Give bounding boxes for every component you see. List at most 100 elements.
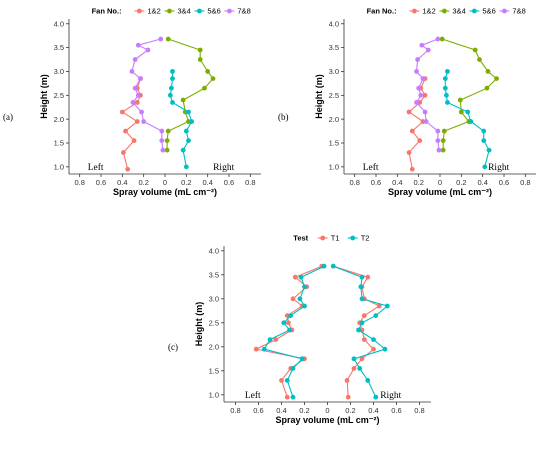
data-point <box>284 394 290 400</box>
y-tick-label: 4.0 <box>209 246 219 255</box>
data-point <box>444 92 449 98</box>
x-tick-label: 0.2 <box>413 178 423 187</box>
data-point <box>261 346 267 352</box>
data-point <box>210 76 216 82</box>
data-point <box>302 284 307 290</box>
x-tick-label: 0.4 <box>392 178 402 187</box>
panel-c: 1.0 1.5 2.0 2.5 3.0 3.5 4.0 0.8 0.6 0.4 0.2 0 0.2 0.4… <box>168 234 431 425</box>
data-point <box>132 57 138 62</box>
data-point <box>131 138 137 144</box>
data-point <box>494 76 499 82</box>
data-point <box>420 76 426 82</box>
x-tick-label: 0.6 <box>391 406 401 415</box>
legend-label: 5&6 <box>207 7 220 16</box>
panel-tag: (c) <box>168 342 178 352</box>
data-point <box>384 303 390 309</box>
legend-title: Fan No.: <box>367 7 397 16</box>
x-tick-label: 0.2 <box>456 178 466 187</box>
data-point <box>123 128 128 134</box>
data-point <box>135 92 141 98</box>
data-point <box>351 366 357 371</box>
series-7&8 <box>414 36 442 153</box>
data-point <box>164 138 170 144</box>
series-1&2 <box>119 76 143 172</box>
data-point <box>183 164 189 170</box>
series-T1 <box>330 263 382 400</box>
data-point <box>344 378 350 383</box>
legend-key-point <box>167 8 172 14</box>
x-tick-label: 0 <box>325 406 329 415</box>
y-tick-label: 1.0 <box>54 162 64 171</box>
data-point <box>445 100 450 105</box>
data-point <box>197 47 203 53</box>
data-point <box>373 394 379 400</box>
y-axis-title: Height (m) <box>314 74 324 119</box>
data-point <box>373 313 379 318</box>
data-point <box>376 303 382 309</box>
y-tick-label: 1.5 <box>54 139 64 148</box>
legend-label: T1 <box>331 234 340 243</box>
data-point <box>288 313 294 318</box>
legend-key-point <box>502 8 507 14</box>
data-point <box>159 138 165 144</box>
data-point <box>302 303 307 309</box>
data-point <box>422 109 428 115</box>
data-point <box>267 337 273 342</box>
data-point <box>139 109 144 115</box>
data-point <box>440 138 446 144</box>
x-axis-title: Spray volume (mL cm⁻²) <box>113 187 217 197</box>
x-tick-label: 0.6 <box>371 178 381 187</box>
data-point <box>435 128 441 134</box>
data-point <box>183 128 189 134</box>
data-point <box>292 274 298 280</box>
x-tick-label: 0.8 <box>230 406 240 415</box>
data-point <box>284 313 290 318</box>
panel-tag: (a) <box>3 112 13 122</box>
data-point <box>345 394 351 400</box>
y-tick-label: 3.5 <box>329 43 339 52</box>
legend-label: 3&4 <box>177 7 190 16</box>
y-tick-label: 3.5 <box>54 43 64 52</box>
data-point <box>279 378 284 383</box>
left-side-label: Left <box>363 162 379 173</box>
data-point <box>281 320 287 326</box>
series-line <box>166 38 214 151</box>
data-point <box>382 346 388 352</box>
data-point <box>422 92 428 98</box>
x-tick-label: 0.2 <box>138 178 148 187</box>
data-point <box>484 85 490 91</box>
legend: Test T1 T2 <box>293 234 369 243</box>
data-point <box>481 138 487 144</box>
left-side-label: Left <box>245 390 261 401</box>
x-tick-label: 0.6 <box>224 178 234 187</box>
data-point <box>321 263 327 269</box>
data-point <box>414 100 419 105</box>
x-tick-label: 0.6 <box>253 406 263 415</box>
left-side-label: Left <box>88 162 104 173</box>
data-point <box>169 85 174 91</box>
data-point <box>290 366 296 371</box>
data-point <box>482 164 488 170</box>
data-point <box>165 128 171 134</box>
x-axis-title: Spray volume (mL cm⁻²) <box>275 415 379 425</box>
data-point <box>358 284 364 290</box>
x-tick-label: 0.2 <box>299 406 309 415</box>
data-point <box>170 100 175 105</box>
data-point <box>170 76 175 82</box>
data-point <box>357 366 363 371</box>
y-tick-label: 2.0 <box>209 342 219 351</box>
legend-label: 1&2 <box>422 7 435 16</box>
data-point <box>134 100 140 105</box>
data-point <box>481 128 487 134</box>
series-5&6 <box>442 69 492 170</box>
legend-key-point <box>227 8 232 14</box>
x-tick-label: 0.2 <box>345 406 355 415</box>
data-point <box>158 36 164 42</box>
x-tick-label: 0.6 <box>499 178 509 187</box>
data-point <box>132 85 138 91</box>
data-point <box>457 97 463 103</box>
series-line <box>408 78 426 170</box>
x-tick-label: 0.4 <box>117 178 127 187</box>
legend-key-point <box>442 8 447 14</box>
data-point <box>356 327 361 333</box>
